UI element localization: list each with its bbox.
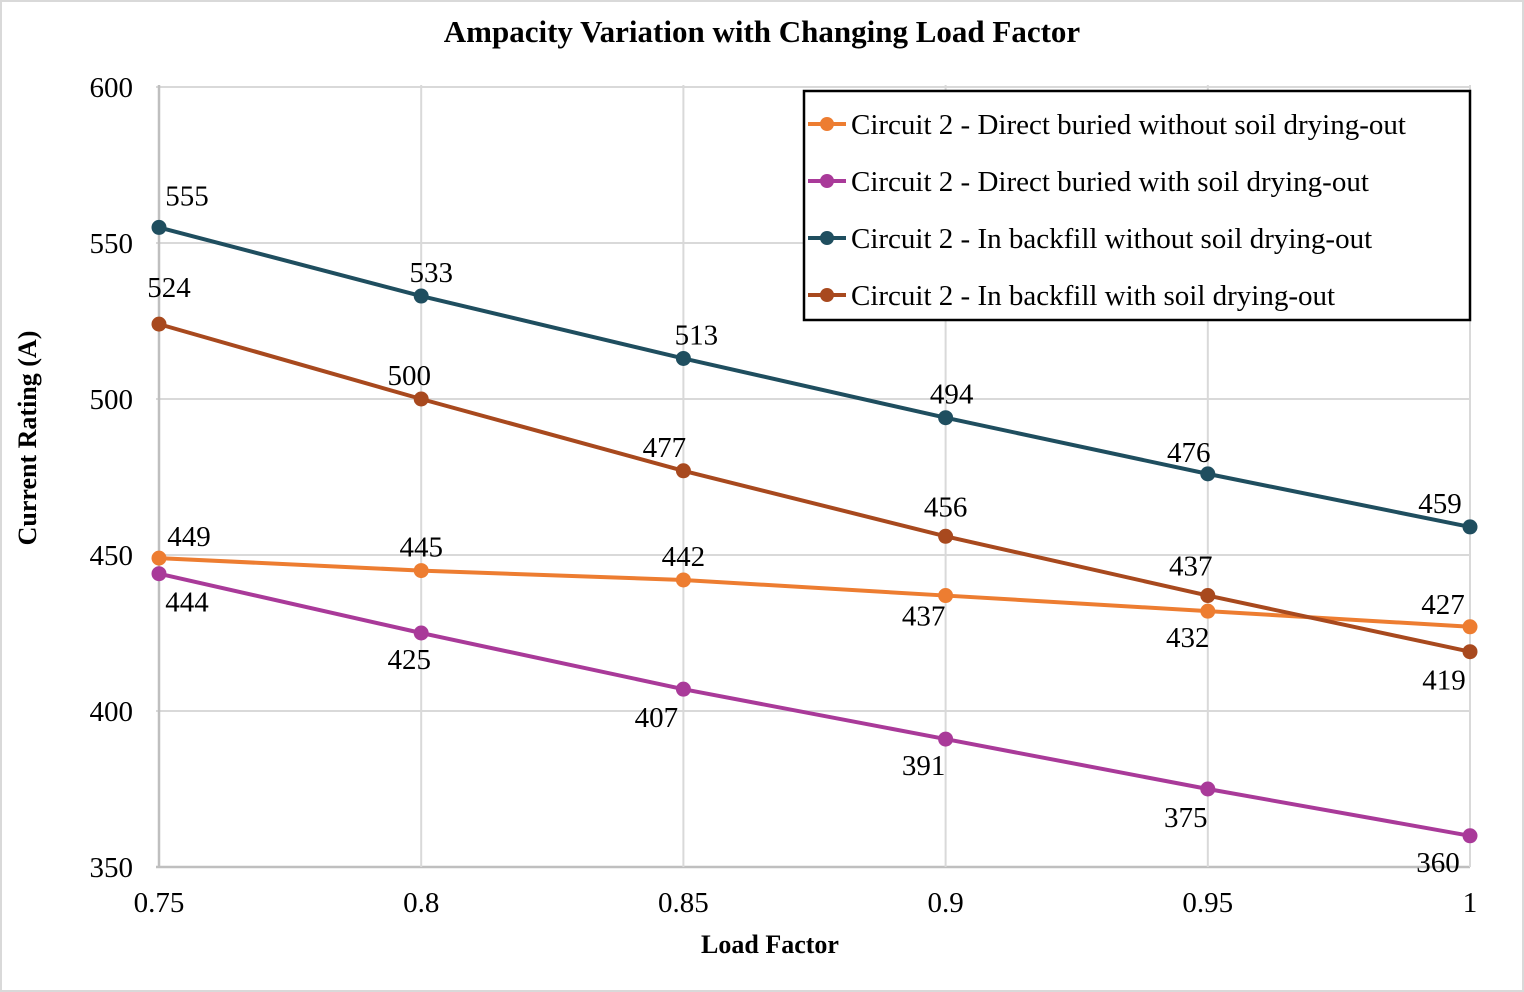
data-label: 513 <box>675 319 719 351</box>
data-label: 391 <box>902 750 946 782</box>
legend-item-label: Circuit 2 - In backfill without soil dry… <box>851 223 1372 255</box>
data-label: 555 <box>165 180 209 212</box>
legend-item-label: Circuit 2 - Direct buried with soil dryi… <box>851 166 1369 198</box>
data-point <box>1200 588 1216 604</box>
data-label: 445 <box>399 532 443 564</box>
legend-marker-dot <box>820 231 834 245</box>
data-label: 442 <box>662 541 706 573</box>
y-tick-label: 500 <box>90 384 134 416</box>
data-point <box>151 316 167 332</box>
data-label: 444 <box>165 587 209 619</box>
x-tick-label: 0.75 <box>134 887 185 919</box>
data-label: 476 <box>1167 437 1211 469</box>
legend-marker-dot <box>820 174 834 188</box>
data-label: 437 <box>902 601 946 633</box>
data-point <box>151 219 167 235</box>
data-point <box>1200 781 1216 797</box>
series-line-2 <box>158 225 1471 529</box>
data-point <box>151 550 167 566</box>
x-axis-title: Load Factor <box>701 930 839 959</box>
x-tick-label: 1 <box>1463 887 1478 919</box>
data-point <box>938 410 954 426</box>
data-point <box>1462 644 1478 660</box>
data-point <box>675 463 691 479</box>
data-point <box>938 731 954 747</box>
data-point <box>938 528 954 544</box>
data-label: 360 <box>1416 847 1460 879</box>
data-label: 494 <box>930 379 974 411</box>
data-label: 477 <box>643 432 687 464</box>
y-tick-label: 600 <box>90 72 134 104</box>
data-point <box>938 588 954 604</box>
chart-title: Ampacity Variation with Changing Load Fa… <box>443 14 1081 49</box>
x-tick-label: 0.95 <box>1182 887 1233 919</box>
x-tick-label: 0.8 <box>403 887 439 919</box>
series-line-0 <box>158 556 1471 629</box>
data-label: 427 <box>1421 589 1465 621</box>
data-point <box>413 563 429 579</box>
data-point <box>1462 519 1478 535</box>
x-tick-label: 0.9 <box>927 887 963 919</box>
y-tick-label: 550 <box>90 228 134 260</box>
data-label: 437 <box>1169 551 1213 583</box>
y-tick-label: 400 <box>90 696 134 728</box>
data-label: 419 <box>1422 665 1466 697</box>
data-point <box>413 391 429 407</box>
y-tick-label: 450 <box>90 540 134 572</box>
data-label: 407 <box>635 702 679 734</box>
data-point <box>413 288 429 304</box>
data-point <box>675 350 691 366</box>
y-tick-label: 350 <box>90 852 134 884</box>
data-point <box>675 572 691 588</box>
data-point <box>1200 466 1216 482</box>
legend-item-label: Circuit 2 - In backfill with soil drying… <box>851 280 1335 312</box>
y-axis-title: Current Rating (A) <box>13 330 42 546</box>
data-label: 524 <box>147 272 191 304</box>
data-point <box>1200 603 1216 619</box>
legend-marker-dot <box>820 288 834 302</box>
data-point <box>151 566 167 582</box>
data-label: 425 <box>387 644 431 676</box>
data-label: 375 <box>1164 802 1208 834</box>
data-label: 432 <box>1166 622 1210 654</box>
data-label: 500 <box>387 360 431 392</box>
legend-box <box>802 89 1472 322</box>
legend-marker-dot <box>820 117 834 131</box>
series-line-3 <box>158 322 1471 654</box>
data-label: 456 <box>924 491 968 523</box>
data-label: 459 <box>1418 488 1462 520</box>
data-point <box>413 625 429 641</box>
legend-item-label: Circuit 2 - Direct buried without soil d… <box>851 109 1406 141</box>
data-point <box>1462 828 1478 844</box>
x-tick-label: 0.85 <box>658 887 709 919</box>
data-point <box>1462 619 1478 635</box>
data-label: 533 <box>409 257 453 289</box>
series-line-1 <box>158 571 1471 838</box>
data-point <box>675 681 691 697</box>
data-label: 449 <box>167 521 211 553</box>
